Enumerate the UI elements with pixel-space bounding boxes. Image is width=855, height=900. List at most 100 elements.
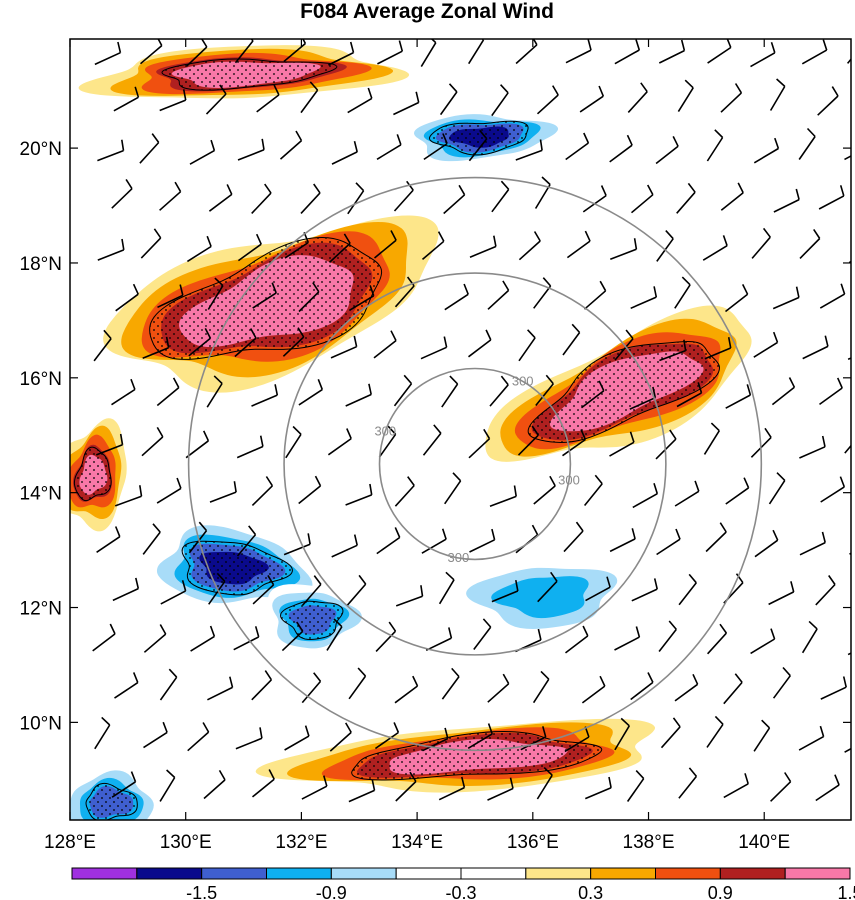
wind-barb xyxy=(395,585,424,607)
wind-barb xyxy=(236,525,257,557)
wind-barb xyxy=(562,429,587,457)
wind-barb xyxy=(96,526,121,553)
wind-barb xyxy=(205,84,227,115)
wind-barb xyxy=(208,572,226,605)
wind-barb xyxy=(659,339,687,362)
wind-barb xyxy=(469,235,497,258)
wind-barb xyxy=(704,337,732,360)
wind-barb xyxy=(819,283,846,309)
wind-barb xyxy=(626,770,645,802)
wind-barb xyxy=(491,180,510,213)
wind-barb xyxy=(627,82,648,113)
wind-barb xyxy=(143,624,167,653)
wind-barb xyxy=(207,676,234,701)
wind-barb xyxy=(534,176,551,209)
wind-barb xyxy=(394,675,419,704)
wind-barb xyxy=(609,134,633,163)
range-ring-label-left: 300 xyxy=(374,423,396,438)
wind-barb xyxy=(111,178,133,209)
wind-barb xyxy=(347,87,373,114)
wind-barb xyxy=(376,134,402,160)
wind-barb xyxy=(97,238,125,261)
wind-barb xyxy=(658,39,686,64)
wind-barb xyxy=(629,386,657,410)
wind-barb xyxy=(487,673,510,703)
colorbar-swatch xyxy=(71,867,138,880)
wind-barb xyxy=(674,276,691,309)
wind-barb xyxy=(373,230,397,259)
wind-barb xyxy=(237,233,262,262)
wind-barb xyxy=(420,336,448,360)
wind-barb xyxy=(631,578,658,602)
stipple-layer xyxy=(73,58,720,820)
wind-barb xyxy=(112,577,140,602)
wind-barb xyxy=(489,375,509,407)
wind-barb xyxy=(329,722,352,752)
wind-barb xyxy=(614,329,634,361)
wind-barb xyxy=(720,182,744,211)
wind-barb xyxy=(375,621,397,652)
stipple-large-western-positive-maximum xyxy=(149,236,383,360)
range-ring-label-right: 300 xyxy=(558,473,580,488)
wind-barb xyxy=(326,618,343,651)
wind-barb xyxy=(438,776,466,801)
wind-barb xyxy=(301,575,322,606)
wind-barb xyxy=(658,620,677,652)
wind-barb xyxy=(256,84,280,113)
wind-barb xyxy=(487,280,510,310)
wind-barb xyxy=(441,375,459,408)
wind-barb xyxy=(535,374,554,407)
wind-barb xyxy=(581,675,606,704)
wind-barb xyxy=(473,618,492,650)
stipple-southwest-corner-negative xyxy=(85,782,138,820)
colorbar-label: -0.9 xyxy=(316,883,347,900)
wind-barb xyxy=(614,626,641,651)
wind-barb xyxy=(251,183,272,214)
wind-barb xyxy=(190,625,216,652)
stipple-north-central-negative-band xyxy=(428,120,529,156)
wind-barb xyxy=(565,625,589,654)
wind-barb xyxy=(674,673,699,702)
wind-barb xyxy=(348,667,367,700)
wind-barb xyxy=(188,328,212,357)
wind-barb xyxy=(754,529,779,558)
wind-barb xyxy=(327,428,352,456)
wind-barb xyxy=(725,477,750,505)
stipple-western-edge-positive-patch xyxy=(73,446,112,502)
wind-barb xyxy=(565,39,592,64)
wind-barb xyxy=(771,377,796,406)
wind-barb xyxy=(532,670,550,704)
wind-barb xyxy=(720,83,743,113)
stipple-southern-negative-maximum xyxy=(181,540,293,596)
wind-barb xyxy=(533,475,556,505)
wind-barb xyxy=(301,775,328,800)
wind-barb xyxy=(802,335,829,360)
wind-barb xyxy=(251,670,273,701)
wind-barb xyxy=(515,39,538,65)
wind-barb xyxy=(328,233,351,263)
wind-barb xyxy=(142,523,161,555)
wind-barb xyxy=(393,374,413,407)
colorbar-swatch xyxy=(136,867,203,880)
wind-barb xyxy=(394,476,415,507)
wind-barb xyxy=(798,127,816,160)
y-tick-label: 18°N xyxy=(20,254,62,275)
wind-barb xyxy=(378,425,397,458)
wind-barb xyxy=(563,521,584,553)
wind-barbs xyxy=(92,39,851,803)
wind-barb xyxy=(815,774,840,802)
wind-barb xyxy=(438,571,455,605)
wind-barb xyxy=(723,673,743,705)
wind-barb xyxy=(92,623,116,652)
wind-barb xyxy=(773,188,800,213)
wind-barb xyxy=(189,139,216,165)
wind-barb xyxy=(140,228,162,259)
wind-barb xyxy=(768,581,795,606)
colorbar-swatch xyxy=(460,867,527,880)
wind-barb xyxy=(439,83,458,116)
wind-barb xyxy=(300,183,321,214)
wind-barb xyxy=(206,375,223,408)
wind-barb xyxy=(376,527,401,555)
wind-barb xyxy=(237,138,265,161)
wind-barb xyxy=(468,129,488,162)
